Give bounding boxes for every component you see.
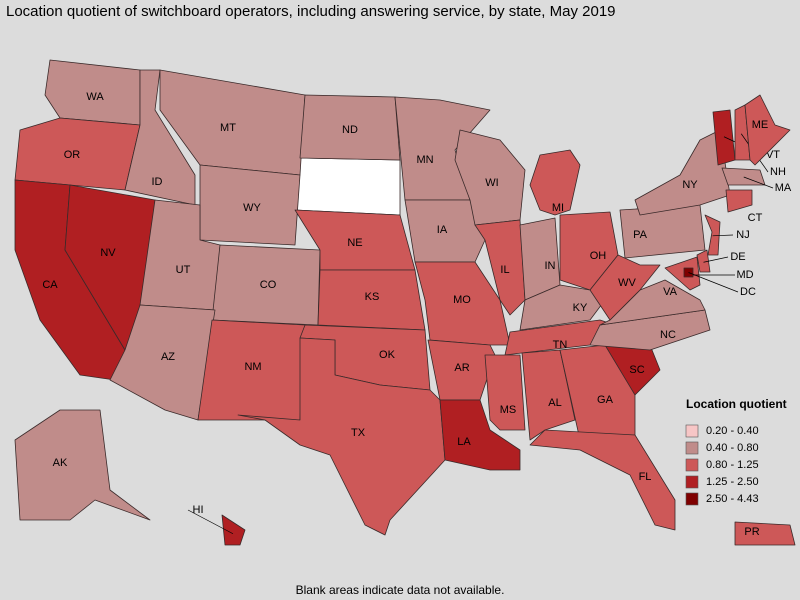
- state-label: CA: [42, 279, 58, 291]
- state-no-data: [294, 157, 401, 216]
- state-label: MT: [220, 122, 236, 134]
- state-label: ND: [342, 124, 358, 136]
- state: [404, 199, 486, 263]
- legend-swatch: [685, 458, 699, 472]
- state-label: MD: [736, 269, 753, 281]
- state: [221, 514, 246, 546]
- state-label: ID: [152, 176, 163, 188]
- state: [414, 261, 511, 346]
- state: [14, 409, 151, 521]
- state-label: AR: [454, 362, 469, 374]
- state-label: MN: [416, 154, 433, 166]
- state-label: NE: [347, 237, 362, 249]
- legend-label: 0.20 - 0.40: [706, 425, 759, 437]
- state: [696, 249, 711, 273]
- state-label: TN: [553, 339, 568, 351]
- state: [109, 304, 216, 421]
- legend: Location quotient 0.20 - 0.40 0.40 - 0.80…: [685, 397, 787, 506]
- state-label: OK: [379, 349, 396, 361]
- state: [704, 214, 721, 256]
- legend-swatch: [685, 424, 699, 438]
- state-label: DC: [740, 286, 756, 298]
- leader-line: [743, 176, 774, 189]
- state-label: PA: [633, 229, 648, 241]
- state-label: KS: [365, 291, 380, 303]
- state-label: WI: [485, 177, 498, 189]
- state: [589, 254, 661, 321]
- legend-swatch: [685, 475, 699, 489]
- state-label: GA: [597, 394, 614, 406]
- state-label: ME: [752, 119, 769, 131]
- legend-swatch: [685, 441, 699, 455]
- state: [529, 149, 581, 216]
- state-label: MI: [552, 202, 564, 214]
- state-label: NY: [682, 179, 698, 191]
- state-label: NV: [100, 247, 116, 259]
- state-label: CT: [748, 212, 763, 224]
- state-label: MA: [775, 182, 792, 194]
- state-label: SC: [629, 364, 644, 376]
- state: [237, 337, 446, 536]
- states: WA OR CA NV ID MT WY UT CO AZ NM ND NE KS OK TX MN IA MO AR…: [14, 59, 796, 546]
- state-label: LA: [457, 436, 471, 448]
- state-label: FL: [639, 471, 652, 483]
- state: [474, 219, 526, 316]
- state-label: OH: [590, 250, 607, 262]
- state-label: MO: [453, 294, 471, 306]
- state-label: NJ: [736, 229, 749, 241]
- state-label: PR: [744, 526, 759, 538]
- state-label: AL: [548, 397, 561, 409]
- leader-line: [703, 256, 729, 263]
- leader-line: [688, 272, 739, 293]
- state-label: AZ: [161, 351, 175, 363]
- state-label: DE: [730, 251, 745, 263]
- leader-line: [712, 234, 734, 237]
- state-label: NC: [660, 329, 676, 341]
- legend-label: 2.50 - 4.43: [706, 493, 759, 505]
- legend-label: 1.25 - 2.50: [706, 476, 759, 488]
- state-label: NM: [244, 361, 261, 373]
- state-label: NH: [770, 166, 786, 178]
- state-label: CO: [260, 279, 277, 291]
- state-label: OR: [64, 149, 81, 161]
- state-label: MS: [500, 404, 517, 416]
- state-label: VA: [663, 286, 678, 298]
- state: [734, 521, 796, 546]
- state-label: WY: [243, 202, 261, 214]
- state-label: UT: [176, 264, 191, 276]
- title: Location quotient of switchboard operato…: [6, 3, 616, 20]
- state: [521, 349, 576, 441]
- state-label: IL: [500, 264, 509, 276]
- legend-title: Location quotient: [686, 397, 787, 411]
- state-label: WV: [618, 277, 636, 289]
- state-label: IN: [545, 260, 556, 272]
- state: [299, 94, 401, 161]
- state: [484, 354, 526, 431]
- state-label: VT: [766, 149, 780, 161]
- state: [589, 309, 711, 351]
- state-label: TX: [351, 427, 366, 439]
- leader-line: [187, 509, 234, 535]
- state-label: AK: [53, 457, 68, 469]
- legend-label: 0.40 - 0.80: [706, 442, 759, 454]
- note: Blank areas indicate data not available.: [296, 583, 505, 597]
- state: [725, 189, 753, 213]
- state-label: IA: [437, 224, 448, 236]
- state-label: WA: [86, 91, 104, 103]
- state-label: HI: [193, 504, 204, 516]
- state: [124, 69, 196, 206]
- state: [529, 429, 676, 531]
- state: [664, 256, 701, 291]
- state: [439, 399, 521, 471]
- state-label: KY: [573, 302, 588, 314]
- legend-label: 0.80 - 1.25: [706, 459, 759, 471]
- legend-swatch: [685, 492, 699, 506]
- state: [744, 94, 791, 166]
